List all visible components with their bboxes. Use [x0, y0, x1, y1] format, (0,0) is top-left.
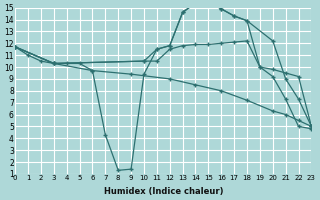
X-axis label: Humidex (Indice chaleur): Humidex (Indice chaleur) — [104, 187, 223, 196]
